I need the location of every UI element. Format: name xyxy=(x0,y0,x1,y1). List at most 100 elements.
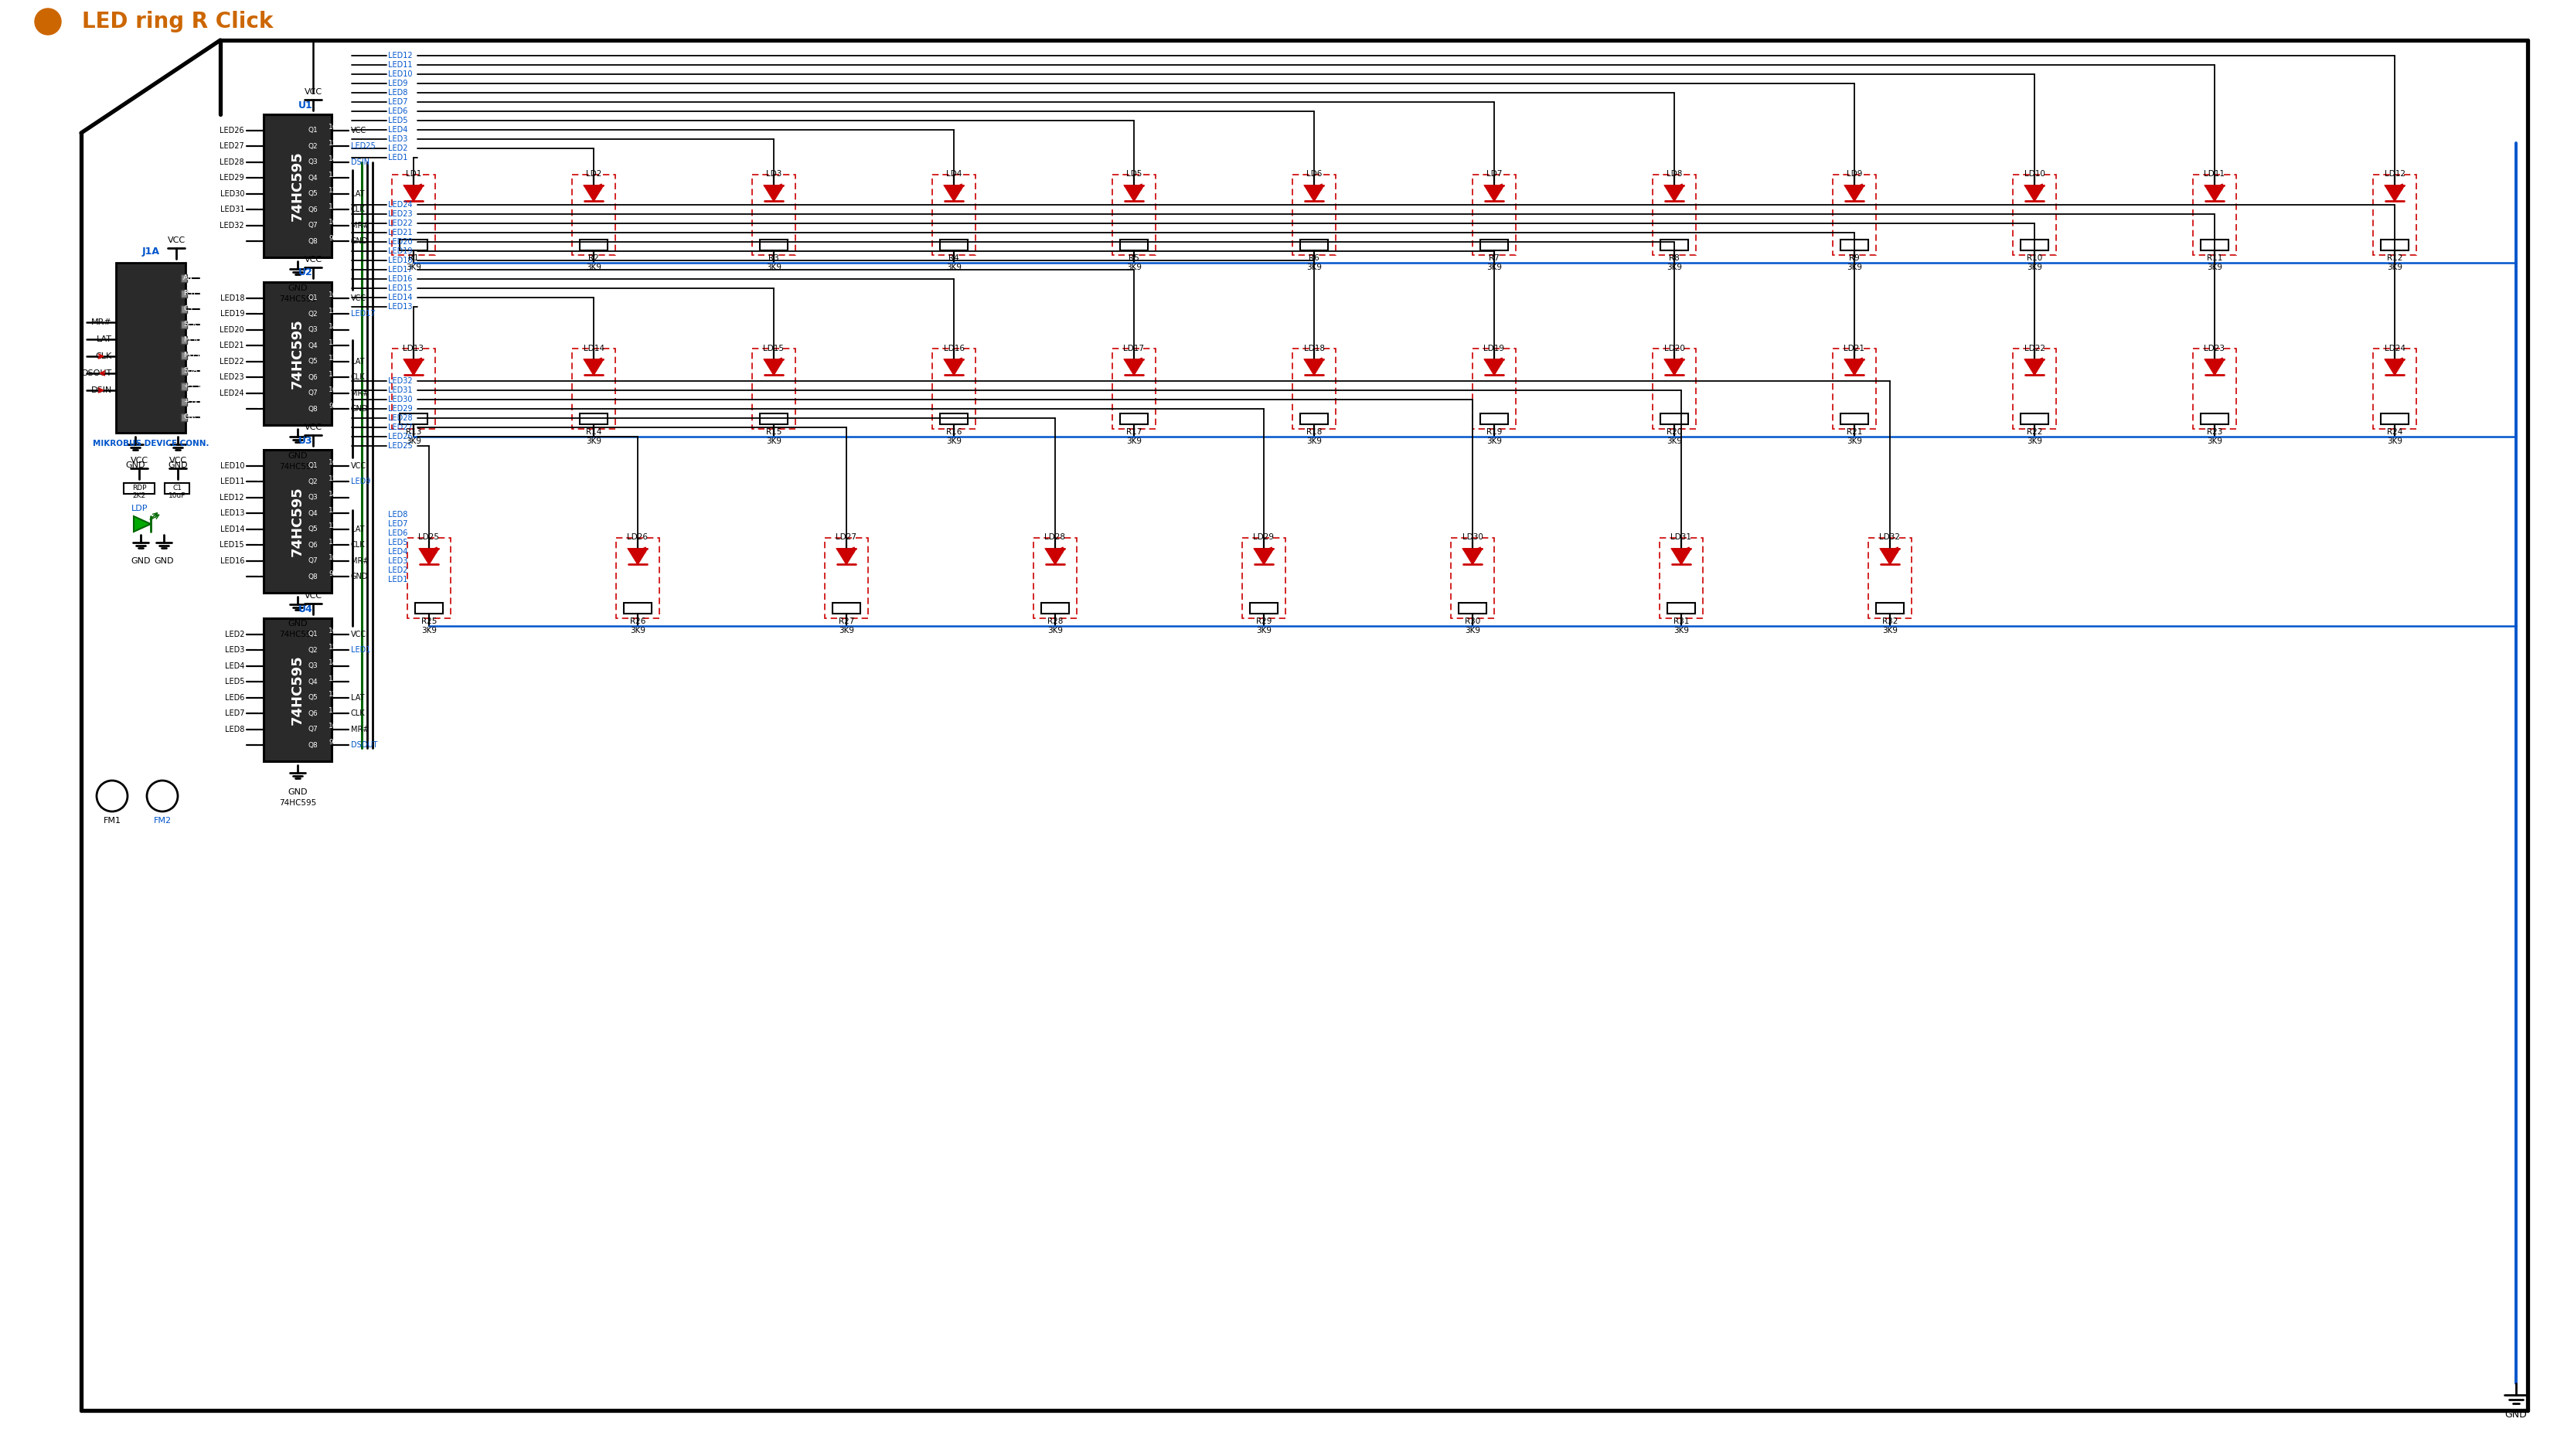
Text: Q5: Q5 xyxy=(307,526,317,533)
Text: 3K9: 3K9 xyxy=(1846,437,1861,446)
Text: 6: 6 xyxy=(256,539,261,546)
Text: Q7: Q7 xyxy=(307,727,317,732)
Polygon shape xyxy=(419,549,437,563)
Text: 5: 5 xyxy=(256,355,261,363)
Text: Q3: Q3 xyxy=(307,494,317,501)
Polygon shape xyxy=(2025,186,2043,201)
Text: VCC: VCC xyxy=(350,462,366,469)
Bar xyxy=(263,282,332,425)
Text: LED3: LED3 xyxy=(389,558,407,565)
Bar xyxy=(826,537,867,619)
Bar xyxy=(752,175,795,255)
Bar xyxy=(573,175,616,255)
Text: GND: GND xyxy=(153,558,174,565)
Polygon shape xyxy=(1463,549,1483,563)
Polygon shape xyxy=(629,549,647,563)
Text: Q2: Q2 xyxy=(307,143,317,150)
Text: LED28: LED28 xyxy=(220,159,245,166)
Text: 4: 4 xyxy=(256,172,261,178)
Text: LAT: LAT xyxy=(97,335,113,344)
Text: Q2: Q2 xyxy=(307,646,317,654)
Text: 9: 9 xyxy=(327,571,332,577)
Text: R29: R29 xyxy=(1255,617,1271,625)
Bar xyxy=(391,175,435,255)
Polygon shape xyxy=(1255,549,1273,563)
Text: LD31: LD31 xyxy=(1670,534,1693,542)
Bar xyxy=(1833,348,1877,430)
Text: Q5: Q5 xyxy=(307,695,317,702)
Text: R15: R15 xyxy=(767,428,782,435)
Text: 8: 8 xyxy=(256,403,261,409)
Text: LED10: LED10 xyxy=(389,70,412,79)
Text: Q8: Q8 xyxy=(307,406,317,412)
Text: LD3: LD3 xyxy=(767,170,782,178)
Text: LED8: LED8 xyxy=(225,725,245,734)
Bar xyxy=(834,603,859,613)
Text: 10uF: 10uF xyxy=(169,492,187,499)
Polygon shape xyxy=(944,186,964,201)
Text: VCC: VCC xyxy=(304,593,322,600)
Bar xyxy=(414,603,442,613)
Bar xyxy=(624,603,652,613)
Text: GND: GND xyxy=(350,574,368,581)
Text: 9: 9 xyxy=(327,234,332,242)
Polygon shape xyxy=(765,186,782,201)
Bar xyxy=(1659,537,1703,619)
Text: LED8: LED8 xyxy=(389,89,407,96)
Text: 15: 15 xyxy=(327,307,338,314)
Text: R8: R8 xyxy=(1670,255,1680,262)
Text: LD24: LD24 xyxy=(2383,344,2406,352)
Text: CLK: CLK xyxy=(350,205,366,214)
Text: Q6: Q6 xyxy=(307,542,317,549)
Polygon shape xyxy=(404,186,422,201)
Text: LED22: LED22 xyxy=(389,220,412,227)
Text: DSIN: DSIN xyxy=(92,386,113,395)
Text: LED15: LED15 xyxy=(220,542,245,549)
Polygon shape xyxy=(2386,186,2404,201)
Text: LD22: LD22 xyxy=(2025,344,2046,352)
Bar xyxy=(1481,414,1509,424)
Polygon shape xyxy=(1846,360,1864,374)
Text: Q5: Q5 xyxy=(307,191,317,197)
Text: 3K9: 3K9 xyxy=(1486,264,1501,271)
Text: LED26: LED26 xyxy=(389,432,412,441)
Text: R26: R26 xyxy=(629,617,644,625)
Text: 10: 10 xyxy=(327,387,338,393)
Text: 74HC595: 74HC595 xyxy=(279,296,317,303)
Text: LED21: LED21 xyxy=(220,342,245,349)
Text: LED12: LED12 xyxy=(389,52,412,60)
Text: LED7: LED7 xyxy=(389,98,407,106)
Text: LED13: LED13 xyxy=(220,510,245,517)
Text: 8: 8 xyxy=(256,738,261,745)
Text: VCC: VCC xyxy=(350,294,366,301)
Text: 3K9: 3K9 xyxy=(1486,437,1501,446)
Bar xyxy=(941,240,967,250)
Bar xyxy=(1033,537,1076,619)
Text: LED30: LED30 xyxy=(220,189,245,198)
Text: +5V: +5V xyxy=(184,399,199,405)
Text: 6: 6 xyxy=(256,371,261,377)
Text: Q4: Q4 xyxy=(307,175,317,182)
Text: LDP: LDP xyxy=(130,505,148,513)
Bar xyxy=(1841,240,1869,250)
Text: LED26: LED26 xyxy=(220,127,245,134)
Text: LED29: LED29 xyxy=(389,405,412,412)
Text: 2: 2 xyxy=(256,475,261,482)
Text: LD5: LD5 xyxy=(1125,170,1143,178)
Text: R9: R9 xyxy=(1849,255,1859,262)
Bar xyxy=(1869,537,1913,619)
Text: LED4: LED4 xyxy=(389,547,407,556)
Text: R7: R7 xyxy=(1488,255,1498,262)
Text: LD19: LD19 xyxy=(1483,344,1504,352)
Bar xyxy=(164,483,189,494)
Text: SDA: SDA xyxy=(184,367,197,374)
Text: 12: 12 xyxy=(327,523,338,530)
Text: U1: U1 xyxy=(299,100,312,111)
Text: 12: 12 xyxy=(327,355,338,363)
Bar xyxy=(1299,240,1327,250)
Text: Q1: Q1 xyxy=(307,462,317,469)
Text: LED8: LED8 xyxy=(389,511,407,518)
Text: 3K9: 3K9 xyxy=(1882,626,1897,635)
Text: 3K9: 3K9 xyxy=(2207,437,2222,446)
Polygon shape xyxy=(1486,360,1504,374)
